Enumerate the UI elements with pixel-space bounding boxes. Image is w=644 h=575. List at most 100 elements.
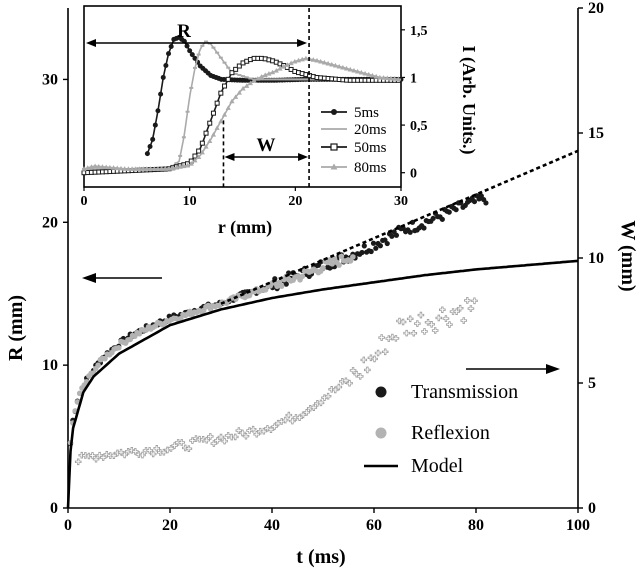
w-cross-inner [204,437,210,443]
transmission-point [483,200,489,206]
y-tick-label: 30 [42,71,58,88]
inset-marker-5ms [155,108,161,114]
inset-marker-80ms [162,166,168,171]
transmission-point [377,243,383,249]
legend-label: Transmission [411,381,518,403]
inset-marker-50ms [214,100,220,106]
x-axis-title: t (ms) [296,546,345,568]
inset-marker-50ms [199,140,205,146]
inset-marker-80ms [277,65,283,71]
inset-marker-50ms [233,66,239,72]
inset-marker-80ms [377,74,383,80]
inset-legend-label: 80ms [354,160,387,176]
transmission-point [439,216,445,222]
w-arrow-head-left [224,153,235,161]
w-cross-inner [422,329,427,334]
w-cross-inner [343,378,349,384]
w-cross-inner [318,400,324,406]
inset-marker-80ms [122,166,128,171]
w-cross-inner [168,446,174,451]
inset-marker-80ms [233,94,239,99]
inset-marker-80ms [314,57,320,63]
inset-marker-80ms [118,165,124,171]
inset-marker-50ms [192,153,198,159]
inset-marker-5ms [160,74,166,80]
transmission-point [368,248,374,255]
w-cross-inner [118,449,124,455]
w-cross-inner [436,315,442,321]
w-cross-inner [440,307,445,313]
inset-marker-80ms [318,58,324,64]
reflexion-point [338,253,345,260]
w-cross-inner [432,328,438,333]
inset-marker-80ms [284,62,291,67]
w-cross-inner [261,428,267,434]
r-arrow-head-right [297,39,308,47]
inset-marker-50ms [229,70,235,76]
legend-label: Model [411,455,464,477]
main-legend: Transmission Reflexion Model [364,381,518,477]
inset-marker-50ms [218,90,224,96]
inset-marker-50ms [236,63,242,69]
w-cross-inner [279,419,284,424]
w-cross-inner [350,368,356,373]
inset-marker-80ms [192,157,198,163]
inset-marker-80ms [251,78,257,83]
y-tick-label: 0 [50,500,58,517]
inset-marker-80ms [218,118,224,124]
w-arrow-head-right [298,153,309,161]
w-cross-inner [365,367,370,373]
inset-x-tick-label: 20 [288,194,302,209]
w-cross-inner [322,395,327,401]
w-cross-inner [207,434,213,439]
inset-y-tick-label: 0 [410,167,417,182]
w-cross-inner [286,412,292,418]
main-data-series [66,149,579,509]
inset-marker-80ms [170,165,176,171]
w-cross-inner [147,448,152,453]
inset-marker-5ms [152,122,158,128]
inset-marker-80ms [310,57,316,62]
w-cross-inner [390,334,395,340]
inset-marker-5ms [163,63,169,69]
inset-x-tick-label: 0 [81,194,88,209]
w-cross-inner [140,452,145,458]
inset-marker-80ms [144,166,150,171]
w-cross-inner [275,420,281,426]
inset-data-series [81,34,404,176]
inset-legend-label: 50ms [354,140,387,156]
left-arrow-head [82,273,96,283]
inset-marker-80ms [258,74,265,79]
w-cross-inner [186,446,192,451]
inset-marker-50ms [207,120,213,126]
inset-marker-80ms [384,75,390,81]
inset-marker-80ms [210,132,217,137]
inset-marker-80ms [92,163,98,169]
w-cross-inner [290,418,295,424]
x-tick-label: 40 [264,517,280,534]
inset-marker-5ms [150,136,156,142]
inset-marker-80ms [343,65,350,71]
w-cross-inner [304,409,309,415]
w-cross-inner [382,349,388,355]
inset-marker-80ms [392,76,398,81]
inset-marker-80ms [373,73,379,79]
inset-y-axis-title: I (Arb. Units.) [458,45,479,154]
inset-y-tick-label: 0,5 [410,119,428,134]
inset-marker-80ms [380,75,387,80]
w-cross-inner [386,336,392,341]
transmission-point [471,198,478,205]
inset-marker-80ms [273,67,279,73]
inset-marker-80ms [136,166,143,171]
w-cross-inner [325,393,331,399]
w-cross-inner [297,415,302,421]
reflexion-point [329,261,335,267]
extrapolation-dashed-line [220,149,579,305]
w-cross-inner [300,412,306,418]
reflexion-point [136,330,143,337]
w-cross-inner [457,305,463,311]
w-cross-inner [225,433,231,438]
w-annotation-label: W [257,135,276,156]
inset-marker-80ms [181,163,187,169]
